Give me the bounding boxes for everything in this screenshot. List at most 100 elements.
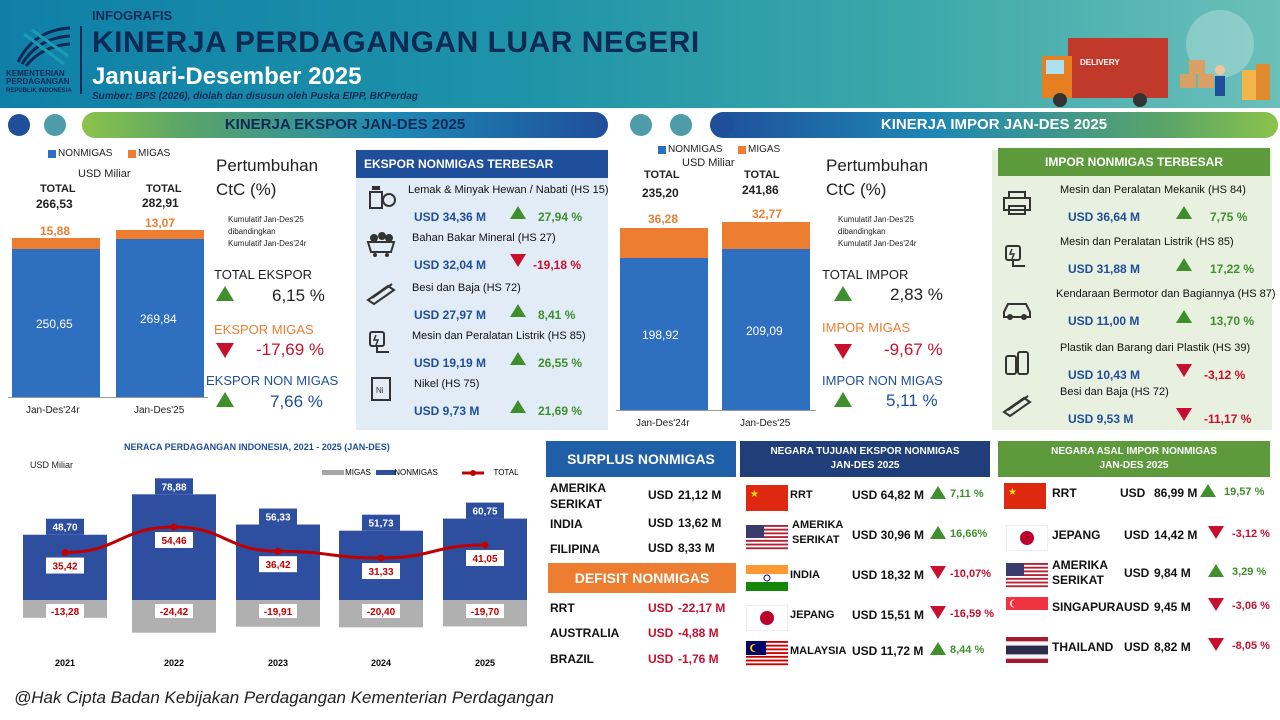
oil-bottle-icon (364, 180, 398, 210)
import-item-name: Kendaraan Bermotor dan Bagiannya (HS 87) (1056, 288, 1276, 300)
deficit-currency: USD (648, 652, 674, 666)
nonmigas-label: 51,73 (368, 519, 393, 530)
origin-currency: USD (1124, 528, 1150, 542)
import-bar-nonmigas-2 (722, 249, 810, 410)
down-arrow-icon (930, 606, 946, 619)
migas-label: -20,40 (367, 607, 396, 618)
import-total-label-1: TOTAL (644, 169, 680, 181)
export-migas-label: EKSPOR MIGAS (214, 322, 314, 337)
dest-country: INDIA (790, 569, 820, 581)
export-total-label-1: TOTAL (40, 183, 76, 195)
total-label: 54,46 (161, 536, 186, 547)
year-label: 2025 (475, 658, 495, 668)
deficit-currency: USD (648, 601, 674, 615)
legend-nonmigas-label: NONMIGAS (58, 148, 113, 159)
origin-country: THAILAND (1052, 640, 1114, 654)
up-arrow-icon (510, 400, 526, 413)
up-arrow-icon (216, 392, 234, 407)
import-migas-value-1: 36,28 (648, 212, 679, 226)
year-label: 2024 (371, 658, 391, 668)
origin-country: JEPANG (1052, 528, 1101, 542)
deficit-country: AUSTRALIA (550, 626, 620, 640)
up-arrow-icon (834, 392, 852, 407)
down-arrow-icon (1208, 598, 1224, 611)
export-nonmigas-value-2: 269,84 (140, 312, 177, 326)
flag-malaysia-icon (746, 641, 788, 667)
up-arrow-icon (510, 304, 526, 317)
deficit-country: RRT (550, 601, 575, 615)
flag-thailand-icon (1006, 637, 1048, 663)
total-label: 36,42 (265, 560, 290, 571)
export-item-value: USD 9,73 M (414, 404, 480, 418)
import-nonmigas-value: 5,11 % (886, 391, 938, 410)
label-box (259, 556, 297, 573)
car-icon (1000, 292, 1034, 322)
down-arrow-icon (1176, 408, 1192, 421)
flag-india-icon (746, 565, 788, 591)
origin-currency: USD (1124, 566, 1150, 580)
dest-country: AMERIKA SERIKAT (792, 519, 843, 546)
import-item-value: USD 36,64 M (1068, 210, 1141, 224)
year-label: 2022 (164, 658, 184, 668)
deficit-value: -4,88 M (678, 626, 719, 640)
legend-total-marker (470, 470, 476, 476)
deficit-country: BRAZIL (550, 652, 594, 666)
import-growth-sub: CtC (%) (826, 180, 887, 199)
origin-growth: 3,29 % (1232, 566, 1267, 578)
down-arrow-icon (216, 343, 234, 358)
origin-country: RRT (1052, 486, 1077, 500)
surplus-title: SURPLUS NONMIGAS (546, 441, 736, 477)
infografis-label: INFOGRAFIS (92, 8, 173, 23)
chart-svg: MIGAS NONMIGAS TOTAL 48,70 -13,28 2021 78,88 -2… (23, 468, 527, 668)
import-bar-nonmigas-1 (620, 258, 708, 410)
export-axis (8, 397, 208, 398)
down-arrow-icon (510, 254, 526, 267)
origin-value: 9,84 M (1154, 566, 1191, 580)
page-title: KINERJA PERDAGANGAN LUAR NEGERI (92, 26, 700, 59)
export-item-value: USD 32,04 M (414, 258, 487, 272)
import-item-growth: 17,22 % (1210, 262, 1255, 276)
chart-ylabel: USD Miliar (30, 460, 74, 470)
legend-migas-swatch (128, 150, 136, 158)
export-item-growth: 8,41 % (538, 308, 576, 322)
export-item-value: USD 34,36 M (414, 210, 487, 224)
svg-text:Ni: Ni (376, 386, 384, 395)
import-item-growth: 13,70 % (1210, 314, 1255, 328)
label-box (362, 563, 400, 580)
surplus-currency: USD (648, 516, 674, 530)
legend-nonmigas-label: NONMIGAS (668, 144, 723, 155)
label-box (466, 549, 504, 566)
origin-growth: -3,12 % (1232, 528, 1270, 540)
up-arrow-icon (1200, 484, 1216, 497)
deco-dot (44, 114, 66, 136)
import-period-1: Jan-Des'24r (636, 418, 690, 429)
ministry-logo-icon (16, 26, 71, 67)
export-migas-value-1: 15,88 (40, 224, 71, 238)
import-item-growth: -3,12 % (1204, 368, 1246, 382)
import-item-name: Mesin dan Peralatan Mekanik (HS 84) (1060, 184, 1246, 196)
total-point (170, 523, 178, 531)
export-top-title: EKSPOR NONMIGAS TERBESAR (356, 150, 608, 178)
up-arrow-icon (216, 286, 234, 301)
total-point (61, 549, 69, 557)
nonmigas-label: 78,88 (161, 482, 186, 493)
up-arrow-icon (510, 352, 526, 365)
dest-title: NEGARA TUJUAN EKSPOR NONMIGAS JAN-DES 202… (740, 441, 990, 477)
total-point (377, 554, 385, 562)
coal-cart-icon (364, 228, 398, 258)
import-migas-value: -9,67 % (884, 340, 943, 359)
dest-growth: 8,44 % (950, 644, 985, 656)
origin-title: NEGARA ASAL IMPOR NONMIGAS JAN-DES 2025 (998, 441, 1270, 477)
legend-nonmigas-label: NONMIGAS (394, 468, 438, 477)
legend-total-label: TOTAL (493, 468, 519, 477)
deficit-value: -1,76 M (678, 652, 719, 666)
origin-growth: 19,57 % (1224, 486, 1265, 498)
migas-label: -13,28 (51, 607, 80, 618)
dest-growth: 16,66% (950, 528, 988, 540)
up-arrow-icon (510, 206, 526, 219)
legend-migas-label: MIGAS (345, 468, 371, 477)
label-box (259, 604, 297, 618)
import-bar-migas-2 (722, 222, 810, 249)
export-item-name: Nikel (HS 75) (414, 378, 480, 390)
import-bar-migas-1 (620, 228, 708, 258)
